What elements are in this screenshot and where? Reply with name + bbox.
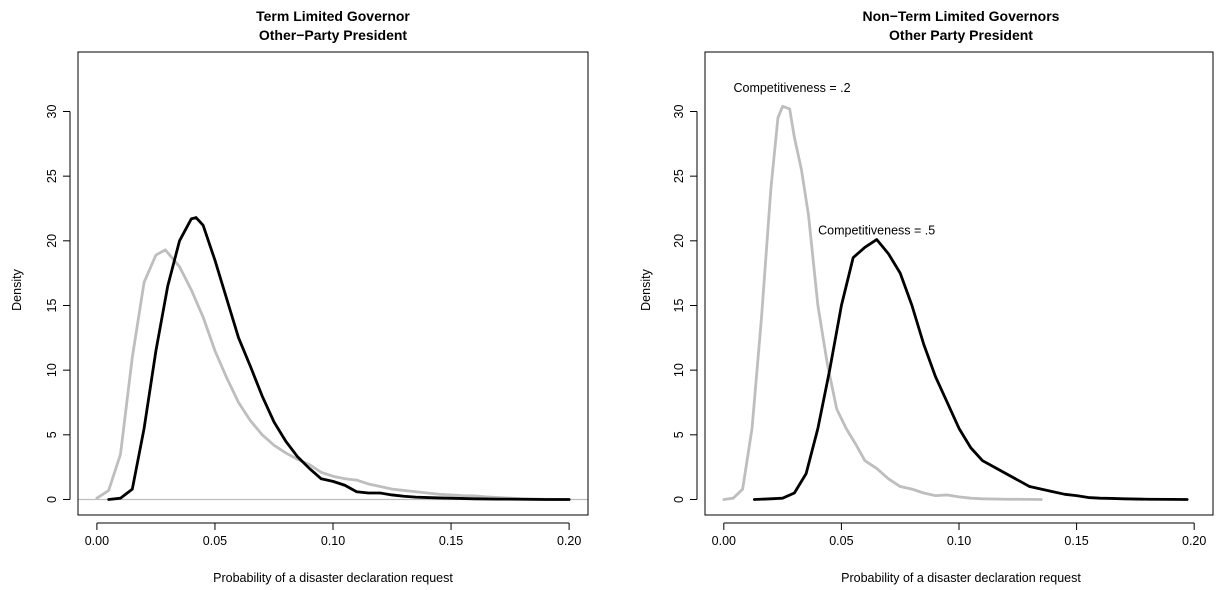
left-density-curve-black xyxy=(107,216,571,501)
left-x-tick-label: 0.05 xyxy=(203,534,227,548)
right-x-tick-label: 0.10 xyxy=(947,534,971,548)
right-x-tick-label: 0.15 xyxy=(1064,534,1088,548)
left-y-axis-label: Density xyxy=(10,268,24,310)
left-x-tick-label: 0.15 xyxy=(439,534,463,548)
right-y-tick-label: 30 xyxy=(672,104,686,118)
left-plot-frame xyxy=(77,51,589,516)
right-x-tick-label: 0.05 xyxy=(829,534,853,548)
right-y-tick-label: 10 xyxy=(672,363,686,377)
right-title-line-1: Non−Term Limited Governors xyxy=(863,8,1060,24)
right-y-tick-label: 25 xyxy=(672,169,686,183)
right-title-line-2: Other Party President xyxy=(889,27,1033,43)
right-annotation: Competitiveness = .5 xyxy=(818,223,935,237)
right-y-tick-label: 0 xyxy=(672,496,686,503)
left-plot-area: 0.00 0.05 0.10 0.15 0.20 0 5 10 15 20 25 30 xyxy=(45,51,589,548)
left-density-curve-gray xyxy=(95,248,571,501)
left-x-tick-label: 0.00 xyxy=(85,534,109,548)
right-y-tick-label: 15 xyxy=(672,298,686,312)
left-x-tick-label: 0.10 xyxy=(321,534,345,548)
left-x-axis-label: Probability of a disaster declaration re… xyxy=(213,571,453,585)
right-x-tick-label: 0.20 xyxy=(1182,534,1206,548)
left-y-tick-label: 15 xyxy=(45,298,59,312)
right-y-tick-label: 20 xyxy=(672,234,686,248)
left-x-tick-label: 0.20 xyxy=(557,534,581,548)
left-panel: Term Limited Governor Other−Party Presid… xyxy=(10,8,589,585)
left-title-line-2: Other−Party President xyxy=(259,27,408,43)
left-title-line-1: Term Limited Governor xyxy=(256,8,410,24)
right-x-axis-label: Probability of a disaster declaration re… xyxy=(841,571,1081,585)
left-y-tick-label: 30 xyxy=(45,104,59,118)
right-y-axis-label: Density xyxy=(639,268,653,310)
right-plot-frame xyxy=(704,51,1214,516)
right-density-curve-gray xyxy=(722,104,1043,501)
right-annotation: Competitiveness = .2 xyxy=(733,81,850,95)
left-y-tick-label: 10 xyxy=(45,363,59,377)
right-panel: Non−Term Limited Governors Other Party P… xyxy=(639,8,1214,585)
left-y-tick-label: 25 xyxy=(45,169,59,183)
right-x-tick-label: 0.00 xyxy=(712,534,736,548)
left-y-tick-label: 0 xyxy=(45,496,59,503)
right-y-tick-label: 5 xyxy=(672,431,686,438)
right-plot-area: 0.00 0.05 0.10 0.15 0.20 0 5 10 15 20 25 30 Competit… xyxy=(672,51,1214,548)
right-density-curve-black xyxy=(752,238,1189,501)
left-y-tick-label: 5 xyxy=(45,431,59,438)
left-y-tick-label: 20 xyxy=(45,234,59,248)
